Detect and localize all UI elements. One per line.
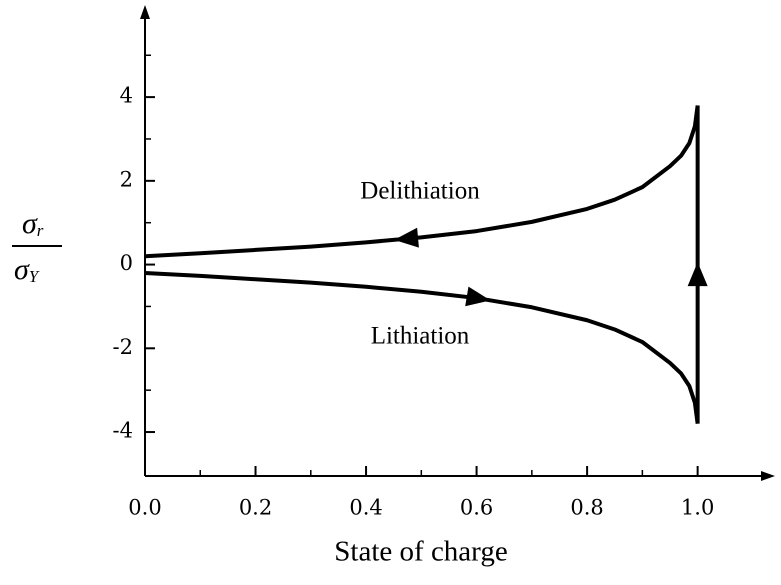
x-tick-label: 0.8 [570, 496, 603, 520]
y-tick-label: 0 [120, 251, 133, 275]
series-label: Delithiation [360, 178, 480, 205]
y-axis-arrow [140, 5, 150, 19]
x-tick-label: 0.0 [128, 496, 161, 520]
x-axis-label: State of charge [334, 536, 507, 568]
series-label: Lithiation [371, 323, 470, 350]
x-tick-label: 0.6 [460, 496, 493, 520]
direction-arrow [465, 286, 491, 307]
y-label-top: σr [22, 207, 44, 240]
direction-arrow [394, 227, 419, 248]
y-tick-label: 4 [120, 84, 133, 108]
y-tick-label: 2 [120, 167, 133, 191]
y-tick-label: -2 [113, 335, 133, 359]
x-tick-label: 0.4 [349, 496, 382, 520]
direction-arrow [687, 262, 708, 287]
x-tick-label: 0.2 [239, 496, 272, 520]
y-axis-label: σr σY [12, 207, 62, 286]
y-label-bottom: σY [14, 253, 40, 286]
line-series [144, 270, 700, 424]
x-tick-label: 1.0 [681, 496, 714, 520]
y-tick-label: -4 [113, 419, 133, 443]
line-series [144, 105, 700, 259]
x-axis-arrow [761, 471, 775, 481]
